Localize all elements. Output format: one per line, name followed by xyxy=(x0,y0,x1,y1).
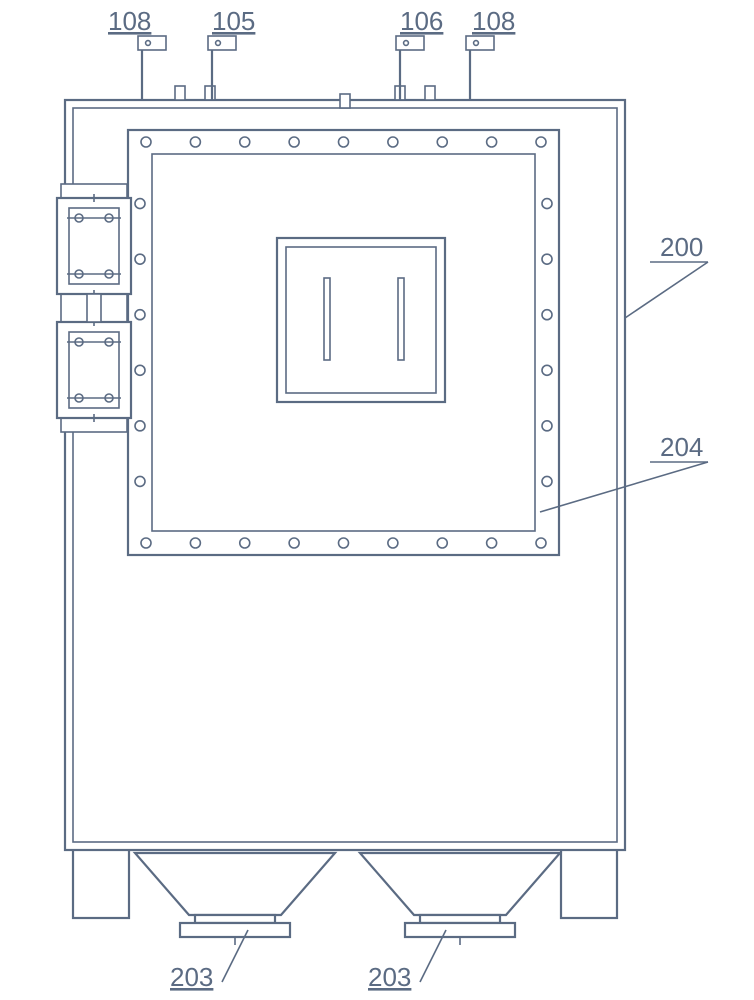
leg-right xyxy=(561,846,617,918)
door-bolt xyxy=(542,421,552,431)
label-b: 105 xyxy=(212,6,255,36)
hinge-strap xyxy=(87,294,101,322)
label-h: 203 xyxy=(368,962,411,992)
bracket-head xyxy=(138,36,166,50)
door-bolt xyxy=(437,538,447,548)
top-stub xyxy=(205,86,215,100)
door-bolt xyxy=(339,137,349,147)
door-bolt xyxy=(487,137,497,147)
bracket-head xyxy=(466,36,494,50)
label-e: 200 xyxy=(660,232,703,262)
bracket-head xyxy=(208,36,236,50)
door-bolt xyxy=(542,476,552,486)
door-bolt xyxy=(135,254,145,264)
drain-flange xyxy=(405,923,515,937)
door-bolt xyxy=(135,310,145,320)
door-bolt xyxy=(542,310,552,320)
label-g: 203 xyxy=(170,962,213,992)
label-f: 204 xyxy=(660,432,703,462)
door-bolt xyxy=(289,538,299,548)
top-stub xyxy=(175,86,185,100)
door-window-inner xyxy=(286,247,436,393)
door-bolt xyxy=(141,137,151,147)
door-bolt xyxy=(388,137,398,147)
door-bolt xyxy=(135,476,145,486)
door-bolt xyxy=(289,137,299,147)
door-bolt xyxy=(487,538,497,548)
drain-funnel xyxy=(135,853,335,915)
window-slot xyxy=(324,278,330,360)
leg-left xyxy=(73,846,129,918)
bracket-pin xyxy=(146,41,151,46)
leader-200 xyxy=(625,262,708,318)
label-c: 106 xyxy=(400,6,443,36)
drain-neck xyxy=(420,915,500,923)
door-bolt xyxy=(437,137,447,147)
door-bolt xyxy=(135,421,145,431)
label-d: 108 xyxy=(472,6,515,36)
window-slot xyxy=(398,278,404,360)
bracket-pin xyxy=(216,41,221,46)
top-stub xyxy=(425,86,435,100)
drain-flange xyxy=(180,923,290,937)
door-bolt xyxy=(240,137,250,147)
door-bolt xyxy=(190,137,200,147)
door-bolt xyxy=(135,365,145,375)
bracket-pin xyxy=(474,41,479,46)
door-bolt xyxy=(536,538,546,548)
door-bolt xyxy=(536,137,546,147)
door-bolt xyxy=(542,254,552,264)
door-bolt xyxy=(339,538,349,548)
door-bolt xyxy=(542,199,552,209)
drain-neck xyxy=(195,915,275,923)
bracket-head xyxy=(396,36,424,50)
label-a: 108 xyxy=(108,6,151,36)
door-bolt xyxy=(135,199,145,209)
bracket-pin xyxy=(404,41,409,46)
drain-funnel xyxy=(360,853,560,915)
door-bolt xyxy=(388,538,398,548)
door-bolt xyxy=(190,538,200,548)
door-bolt xyxy=(542,365,552,375)
door-bolt xyxy=(141,538,151,548)
top-plug xyxy=(340,94,350,108)
door-bolt xyxy=(240,538,250,548)
